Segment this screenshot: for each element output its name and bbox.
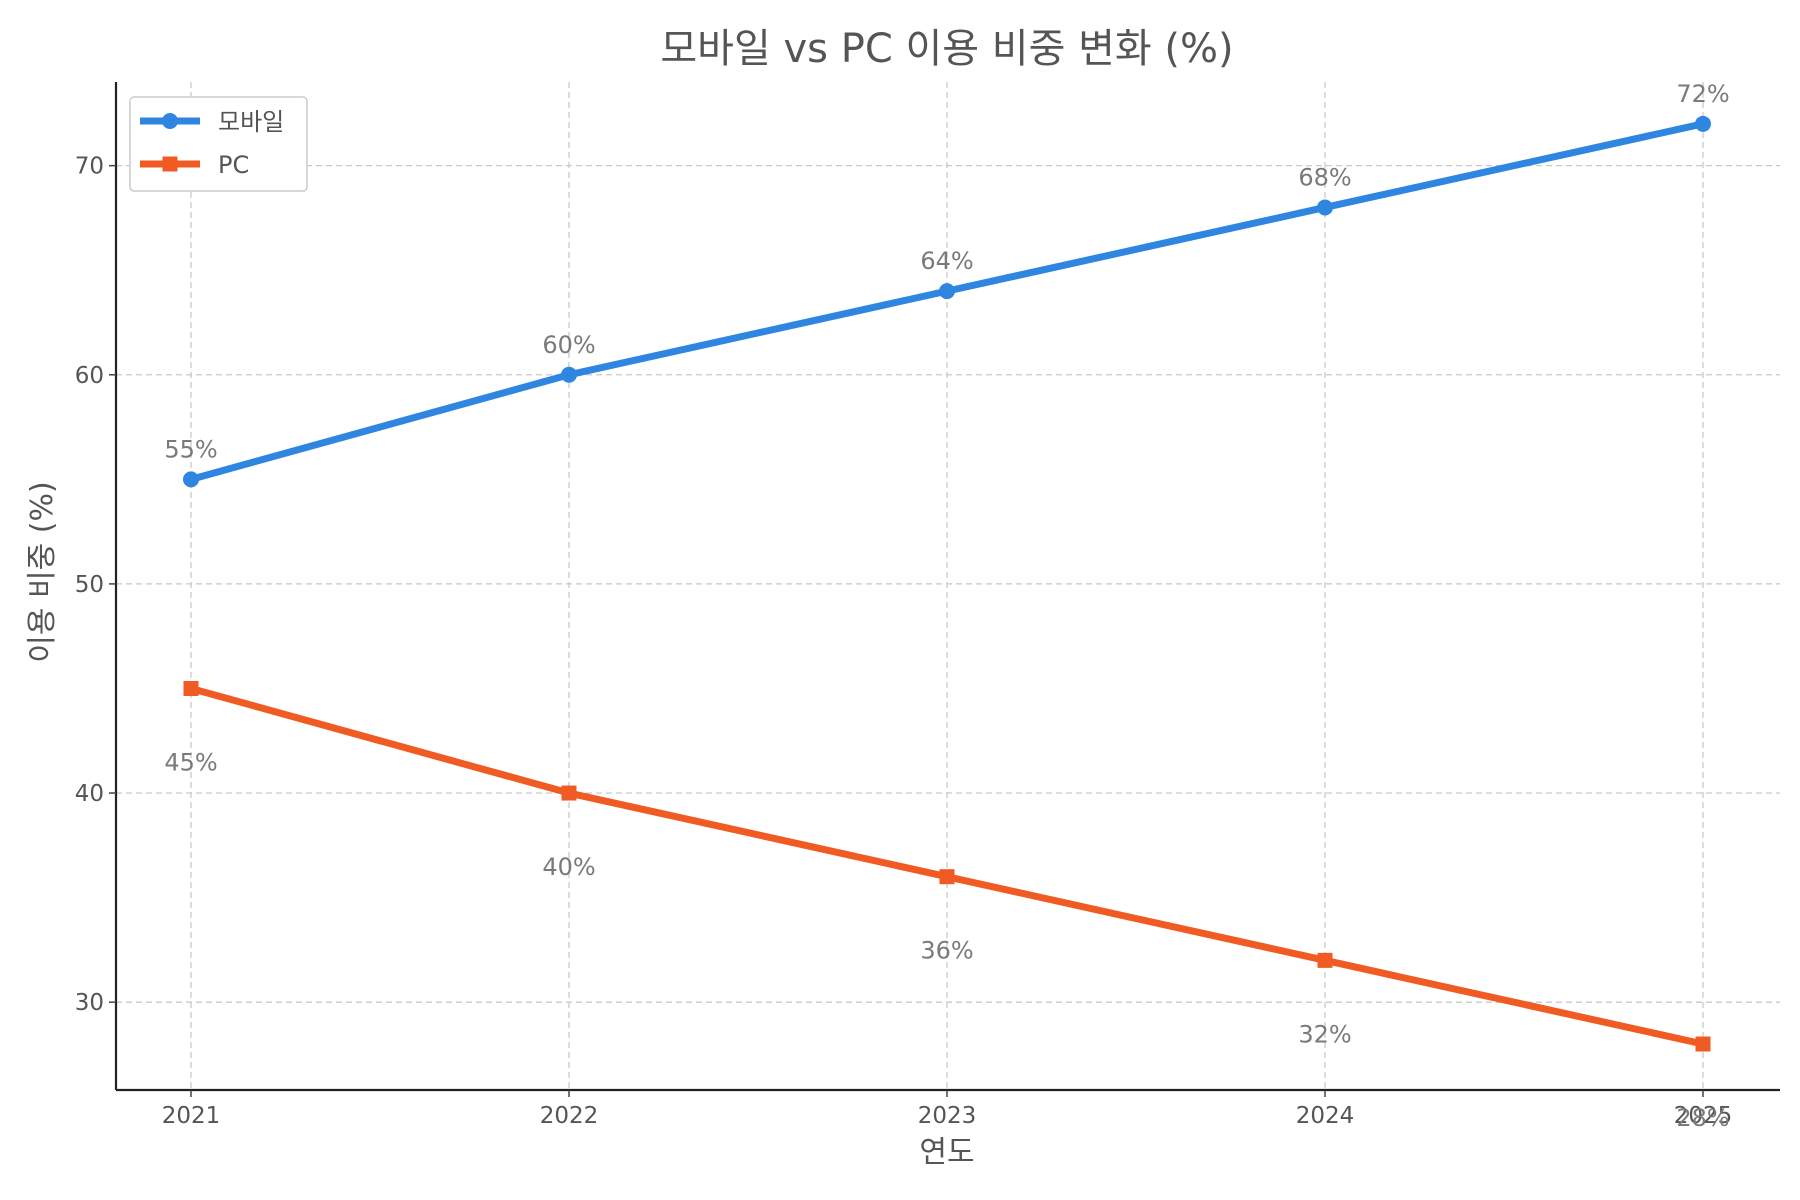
y-tick-label: 40 [75,781,104,807]
data-point [939,869,955,885]
chart-title: 모바일 vs PC 이용 비중 변화 (%) [660,26,1233,72]
legend-marker [162,113,178,129]
data-label: 32% [1298,1020,1351,1048]
x-axis-title: 연도 [919,1135,974,1170]
y-tick-label: 70 [75,154,104,180]
y-tick-label: 50 [75,572,104,598]
y-tick-label: 30 [75,990,104,1016]
legend-marker [162,156,178,172]
y-axis-title: 이용 비중 (%) [25,481,60,662]
data-label: 45% [164,748,217,776]
data-labels: 55% 60% 64% 68% 72% 45% 40% 36% 32% 28% [164,80,1729,1132]
x-tick-label: 2022 [540,1103,599,1129]
legend-label: 모바일 [218,108,284,136]
data-point [561,785,577,801]
x-tick-label: 2023 [918,1103,977,1129]
data-label: 40% [542,853,595,881]
data-point [561,366,577,383]
legend-label: PC [218,151,249,179]
data-point [183,471,199,488]
series-group [183,115,1711,1052]
data-point [1695,115,1711,132]
legend: 모바일 PC [129,96,308,192]
y-tick-label: 60 [75,363,104,389]
data-label: 72% [1676,80,1729,108]
data-label: 28% [1676,1104,1729,1132]
x-tick-label: 2021 [162,1103,221,1129]
data-point [1317,952,1333,968]
grid [116,82,1780,1090]
data-label: 36% [920,937,973,965]
data-label: 64% [920,247,973,275]
data-point [1695,1036,1711,1052]
axes: 30 40 50 60 70 2021 2022 2023 2024 2025 [75,82,1780,1129]
data-point [939,283,955,300]
data-label: 60% [542,331,595,359]
x-tick-label: 2024 [1296,1103,1355,1129]
x-tick-label: 2025 [1674,1103,1733,1129]
data-label: 68% [1298,163,1351,191]
data-label: 55% [164,435,217,463]
data-point [1317,199,1333,216]
data-point [183,680,199,696]
